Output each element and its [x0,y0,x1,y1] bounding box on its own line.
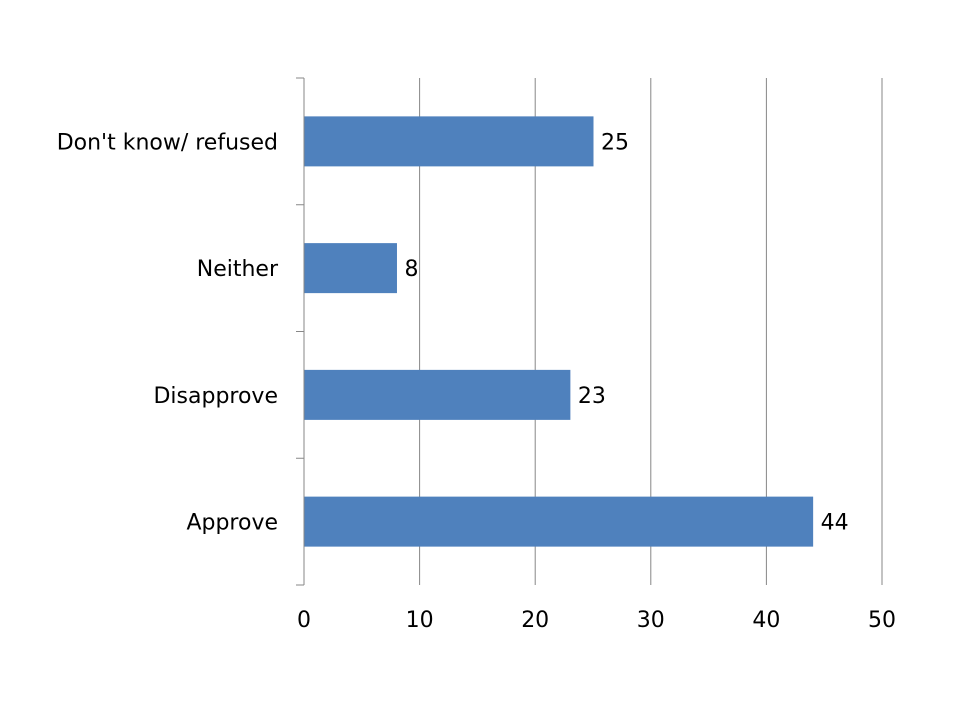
x-tick-label: 30 [637,608,665,633]
data-label: 8 [404,257,418,282]
x-tick-label: 50 [868,608,896,633]
data-label: 44 [821,511,849,536]
x-tick-label: 0 [297,608,311,633]
x-tick-label: 10 [406,608,434,633]
data-label: 25 [601,130,629,155]
data-labels: 44 23 8 25 [404,130,848,535]
category-label: Don't know/ refused [57,130,278,155]
bar-neither [304,243,397,294]
bars [304,116,814,547]
bar-don-t-know-refused [304,116,594,167]
x-tick-label: 20 [521,608,549,633]
category-label: Neither [197,257,279,282]
x-axis-ticks: 0 10 20 30 40 50 [297,608,896,633]
category-label: Approve [186,511,278,536]
y-axis [296,77,305,586]
bar-approve [304,496,814,547]
data-label: 23 [578,384,606,409]
x-tick-label: 40 [752,608,780,633]
category-label: Disapprove [153,384,278,409]
bar-disapprove [304,369,571,420]
category-labels: Approve Disapprove Neither Don't know/ refu… [57,130,279,535]
